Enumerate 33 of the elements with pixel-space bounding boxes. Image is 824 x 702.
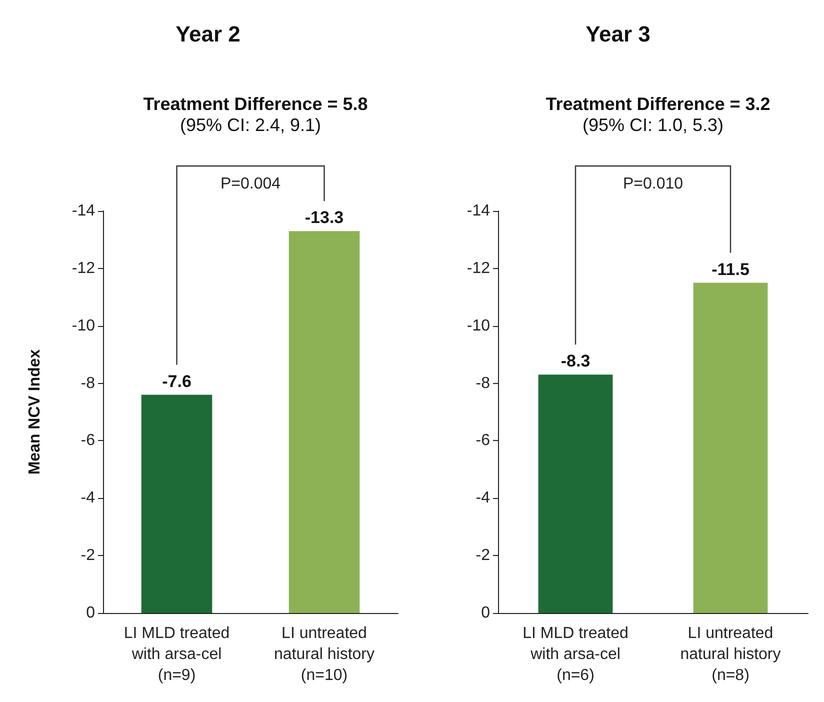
data-label: -13.3 <box>304 208 344 228</box>
data-label: -8.3 <box>560 352 590 371</box>
x-tick-label: LI untreated natural history (n=8) <box>680 625 781 684</box>
x-tick-label: LI MLD treated with arsa-cel (n=9) <box>124 625 230 684</box>
y-tick-label: -6 <box>80 432 96 450</box>
y-tick-label: -4 <box>476 490 490 507</box>
y-tick-label: -12 <box>72 260 96 277</box>
y-tick-label: 0 <box>86 604 96 622</box>
y-tick-label: -2 <box>476 547 490 564</box>
y-tick-label: -2 <box>80 547 96 564</box>
chart-title: Year 2 <box>176 22 240 46</box>
y-axis-title: Mean NCV Index <box>26 349 44 475</box>
x-tick-label: LI untreated natural history (n=10) <box>274 625 374 684</box>
data-label: -7.6 <box>162 372 192 391</box>
x-tick-label: LI MLD treated with arsa-cel (n=6) <box>522 625 628 684</box>
y-tick-label: -8 <box>80 374 96 392</box>
y-tick-label: -12 <box>466 260 490 277</box>
y-tick-label: -8 <box>476 374 490 392</box>
chart-subtitle: Treatment Difference = 3.2 <box>546 94 770 114</box>
y-tick-label: -6 <box>476 432 490 450</box>
chart-title: Year 3 <box>586 22 650 46</box>
text: P=0.004 <box>220 176 281 192</box>
text: (95% CI: 1.0, 5.3) <box>582 115 724 135</box>
y-tick-label: -14 <box>466 202 490 220</box>
y-tick-label: -4 <box>80 490 96 507</box>
y-tick-label: -10 <box>72 317 96 334</box>
chart-subtitle: Treatment Difference = 5.8 <box>143 94 368 114</box>
text: (95% CI: 2.4, 9.1) <box>180 115 322 135</box>
text: P=0.010 <box>622 176 684 192</box>
data-label: -11.5 <box>712 260 750 279</box>
y-tick-label: 0 <box>481 604 490 622</box>
y-tick-label: -14 <box>72 202 96 220</box>
y-tick-label: -10 <box>466 317 490 334</box>
